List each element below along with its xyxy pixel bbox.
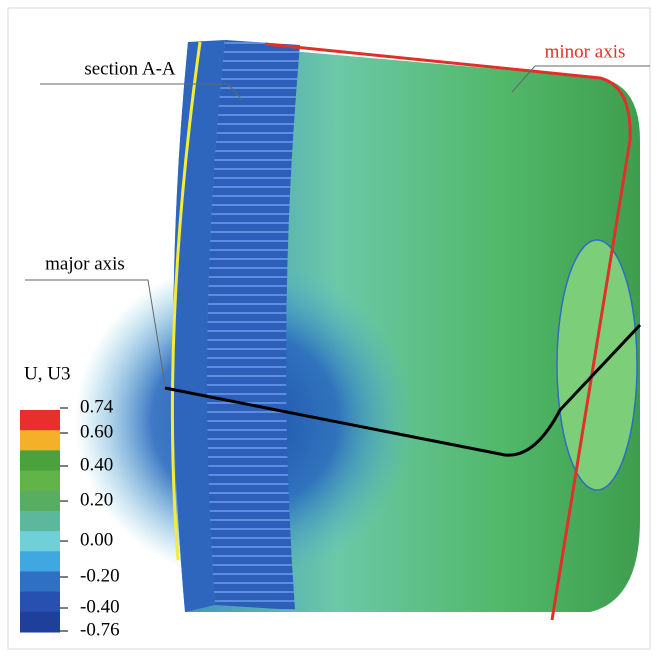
legend-swatch (20, 491, 60, 512)
legend-label: 0.20 (80, 489, 113, 510)
legend-label: 0.40 (80, 454, 113, 475)
legend-label: 0.00 (80, 529, 113, 550)
annotation: minor axis (545, 41, 626, 62)
annotation: major axis (45, 253, 125, 274)
legend-swatch (20, 592, 60, 613)
end-face (557, 240, 637, 490)
ribbed-band (207, 40, 300, 610)
legend-swatch (20, 410, 60, 431)
legend-swatch (20, 511, 60, 532)
figure: section A-A minor axis major axis U, U3 … (0, 0, 659, 657)
legend-label: -0.40 (80, 596, 120, 617)
legend-label: 0.60 (80, 421, 113, 442)
legend-swatch (20, 571, 60, 592)
legend-label: -0.76 (80, 619, 120, 640)
annotation: section A-A (84, 58, 176, 79)
legend-swatch (20, 471, 60, 492)
legend-swatch (20, 551, 60, 572)
legend-swatch (20, 430, 60, 451)
legend-swatch (20, 531, 60, 552)
legend-label: 0.74 (80, 396, 114, 417)
legend-swatch (20, 612, 60, 633)
legend-label: -0.20 (80, 565, 120, 586)
legend-swatch (20, 450, 60, 471)
legend-title: U, U3 (24, 363, 70, 384)
